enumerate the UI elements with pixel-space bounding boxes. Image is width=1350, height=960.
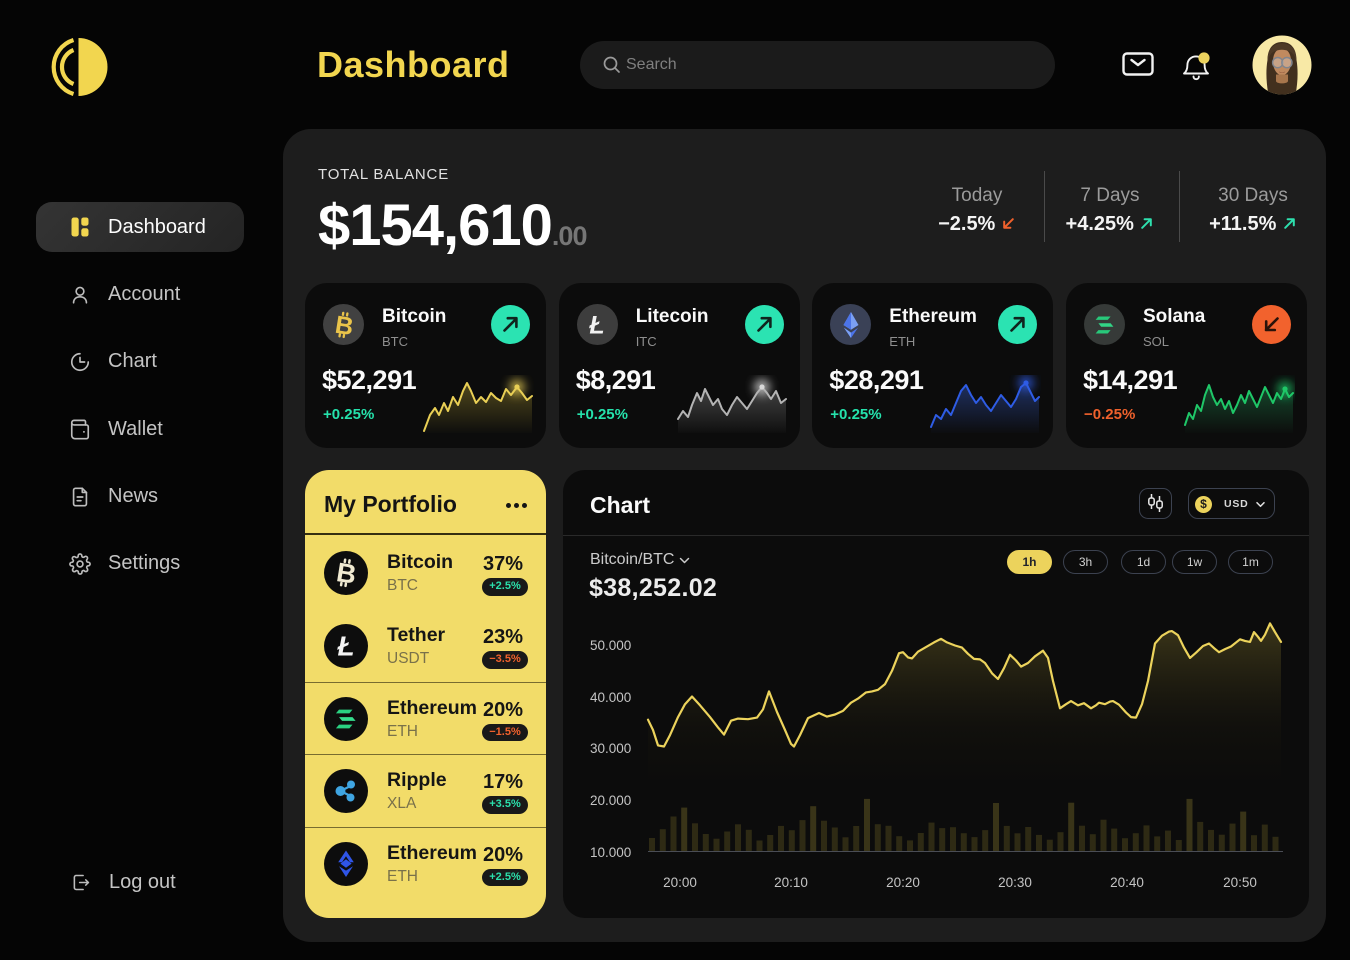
svg-text:B: B xyxy=(333,310,355,340)
svg-text:Ł: Ł xyxy=(336,631,354,662)
svg-text:B: B xyxy=(334,557,358,590)
svg-text:Ł: Ł xyxy=(589,311,605,339)
